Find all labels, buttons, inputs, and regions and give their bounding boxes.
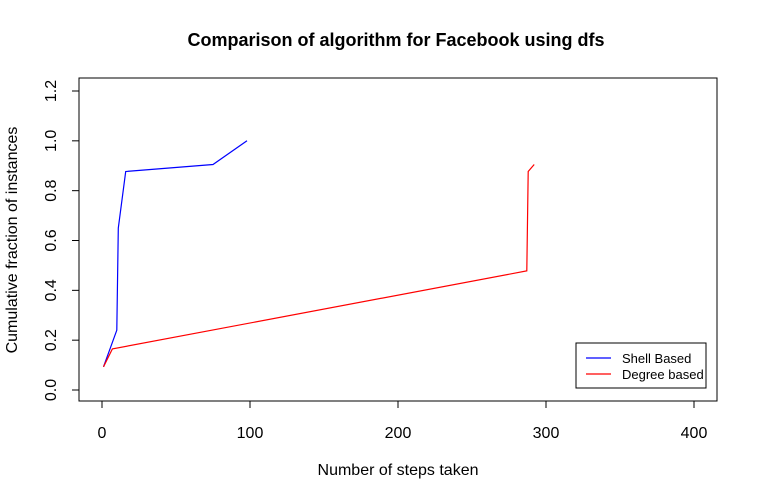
chart-title: Comparison of algorithm for Facebook usi… — [187, 30, 604, 50]
y-tick-label: 0.8 — [43, 179, 60, 201]
y-axis: 0.0 0.2 0.4 0.6 0.8 1.0 1.2 — [43, 80, 80, 401]
y-axis-label: Cumulative fraction of instances — [4, 127, 21, 354]
x-axis-label: Number of steps taken — [318, 462, 479, 479]
x-tick-label: 0 — [98, 425, 107, 442]
series-line-degree-based — [102, 164, 535, 368]
series-layer — [102, 140, 535, 368]
y-tick-label: 0.4 — [43, 279, 60, 301]
x-tick-label: 300 — [533, 425, 560, 442]
y-tick-label: 0.0 — [43, 379, 60, 401]
y-tick-label: 0.6 — [43, 229, 60, 251]
x-tick-label: 400 — [681, 425, 708, 442]
series-line-shell-based — [102, 140, 248, 368]
y-tick-label: 1.2 — [43, 80, 60, 102]
y-tick-label: 0.2 — [43, 329, 60, 351]
x-tick-label: 100 — [237, 425, 264, 442]
legend-box — [575, 342, 707, 389]
legend-label: Shell Based — [622, 351, 691, 366]
x-tick-label: 200 — [385, 425, 412, 442]
x-axis: 0 100 200 300 400 — [98, 400, 708, 442]
y-tick-label: 1.0 — [43, 130, 60, 152]
legend-label: Degree based — [622, 367, 704, 382]
